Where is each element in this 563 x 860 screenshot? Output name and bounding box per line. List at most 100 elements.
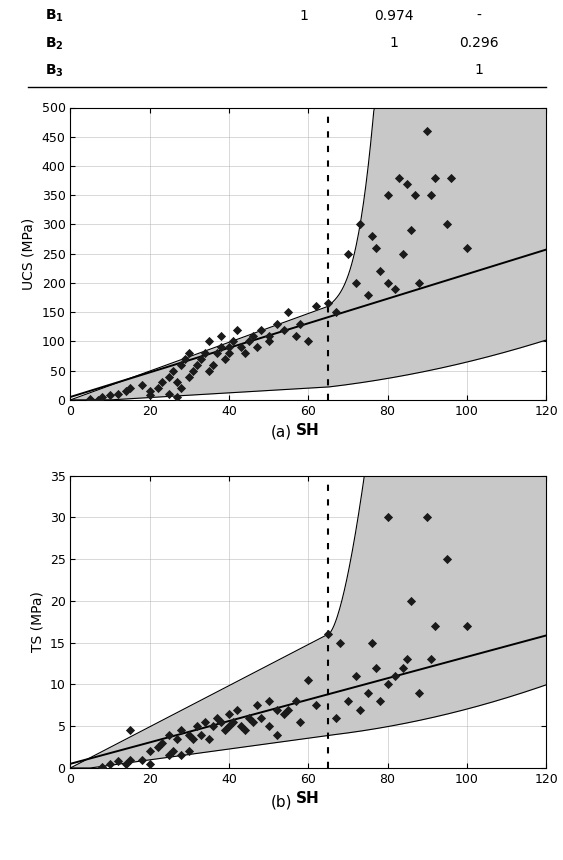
Text: 0.296: 0.296 bbox=[459, 36, 498, 51]
Point bbox=[233, 703, 242, 716]
Point bbox=[264, 694, 273, 708]
Point bbox=[304, 673, 313, 687]
Point bbox=[229, 716, 238, 729]
Point bbox=[137, 752, 146, 766]
Point bbox=[427, 188, 436, 202]
Point bbox=[189, 732, 198, 746]
Point bbox=[304, 335, 313, 348]
Point bbox=[272, 703, 281, 716]
Point bbox=[122, 757, 131, 771]
Point bbox=[229, 335, 238, 348]
Point bbox=[193, 358, 202, 372]
Point bbox=[264, 335, 273, 348]
Point bbox=[225, 707, 234, 721]
Point bbox=[280, 707, 289, 721]
Point bbox=[407, 594, 416, 608]
Point bbox=[145, 745, 154, 759]
Point bbox=[462, 619, 471, 633]
Point bbox=[157, 736, 166, 750]
Point bbox=[165, 748, 174, 762]
Point bbox=[431, 171, 440, 185]
Point bbox=[375, 264, 384, 278]
Point bbox=[383, 511, 392, 525]
Point bbox=[351, 669, 360, 683]
Point bbox=[312, 698, 321, 712]
Point bbox=[248, 329, 257, 342]
Point bbox=[177, 748, 186, 762]
Point bbox=[145, 389, 154, 402]
Point bbox=[173, 732, 182, 746]
Text: (b): (b) bbox=[271, 794, 292, 809]
Point bbox=[403, 176, 412, 190]
Point bbox=[403, 653, 412, 666]
Point bbox=[236, 719, 245, 733]
Point bbox=[351, 276, 360, 290]
Point bbox=[415, 276, 424, 290]
Point bbox=[177, 358, 186, 372]
Point bbox=[367, 636, 376, 649]
Point bbox=[105, 389, 114, 402]
Point bbox=[423, 511, 432, 525]
Point bbox=[126, 752, 135, 766]
Point bbox=[221, 352, 230, 365]
Point bbox=[209, 358, 218, 372]
Point bbox=[264, 719, 273, 733]
Point bbox=[415, 686, 424, 700]
Text: $\mathbf{B_1}$: $\mathbf{B_1}$ bbox=[45, 8, 64, 24]
Point bbox=[177, 381, 186, 395]
Point bbox=[292, 694, 301, 708]
Point bbox=[165, 370, 174, 384]
Point bbox=[446, 171, 455, 185]
Point bbox=[86, 392, 95, 406]
Point bbox=[200, 716, 209, 729]
Point bbox=[443, 552, 452, 566]
Point bbox=[363, 288, 372, 302]
Point bbox=[169, 745, 178, 759]
Point bbox=[177, 723, 186, 737]
Point bbox=[113, 387, 123, 401]
Point bbox=[153, 381, 162, 395]
Point bbox=[427, 653, 436, 666]
Point bbox=[248, 716, 257, 729]
Point bbox=[280, 322, 289, 336]
Point bbox=[173, 390, 182, 404]
Text: $\mathbf{B_2}$: $\mathbf{B_2}$ bbox=[45, 35, 64, 52]
Text: 1: 1 bbox=[474, 64, 483, 77]
Point bbox=[137, 378, 146, 392]
Point bbox=[165, 728, 174, 741]
Point bbox=[200, 347, 209, 360]
Point bbox=[324, 297, 333, 310]
Point bbox=[244, 335, 253, 348]
Point bbox=[375, 694, 384, 708]
Point bbox=[296, 716, 305, 729]
Point bbox=[383, 678, 392, 691]
Point bbox=[240, 347, 249, 360]
Point bbox=[367, 230, 376, 243]
Point bbox=[296, 317, 305, 331]
Point bbox=[185, 745, 194, 759]
X-axis label: SH: SH bbox=[296, 423, 320, 439]
Point bbox=[324, 628, 333, 642]
Point bbox=[209, 719, 218, 733]
Point bbox=[157, 376, 166, 390]
Point bbox=[213, 711, 222, 725]
Point bbox=[165, 387, 174, 401]
Point bbox=[343, 247, 352, 261]
Point bbox=[391, 669, 400, 683]
Point bbox=[395, 171, 404, 185]
Point bbox=[292, 329, 301, 342]
Point bbox=[371, 660, 380, 674]
Point bbox=[312, 299, 321, 313]
Point bbox=[284, 305, 293, 319]
Point bbox=[244, 711, 253, 725]
Point bbox=[204, 364, 213, 378]
Text: $\mathbf{B_3}$: $\mathbf{B_3}$ bbox=[45, 62, 64, 78]
Point bbox=[173, 376, 182, 390]
Point bbox=[355, 218, 364, 231]
Point bbox=[399, 660, 408, 674]
Point bbox=[126, 723, 135, 737]
Point bbox=[193, 719, 202, 733]
Point bbox=[256, 711, 265, 725]
Text: (a): (a) bbox=[271, 424, 292, 439]
Point bbox=[225, 341, 234, 354]
